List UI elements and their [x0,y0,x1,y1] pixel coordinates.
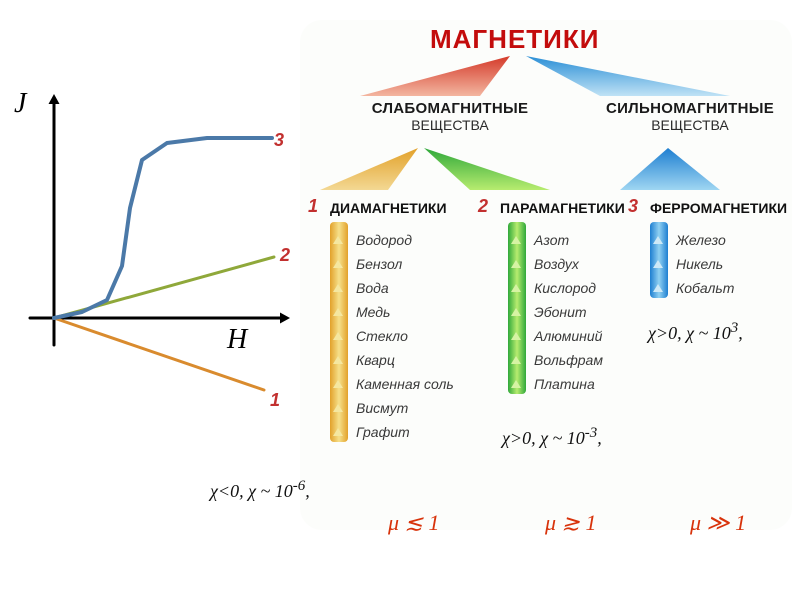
para-chi-formula: χ>0, χ ~ 10-3, [502,425,602,449]
ferro-item: Никель [676,254,723,276]
para-mu: μ ≳ 1 [545,510,596,536]
curve-label-1: 1 [270,390,280,411]
y-axis-label: J [14,88,26,120]
dia-item: Водород [356,230,412,252]
branch-title: СИЛЬНОМАГНИТНЫЕ [600,100,780,117]
bullet-icon [511,380,521,388]
category-number-2: 2 [478,196,488,217]
branch-subtitle: ВЕЩЕСТВА [360,117,540,133]
category-number-3: 3 [628,196,638,217]
dia-chi-formula: χ<0, χ ~ 10-6, [210,478,310,502]
branch-strong: СИЛЬНОМАГНИТНЫЕВЕЩЕСТВА [600,100,780,133]
para-item: Кислород [534,278,596,300]
branch-subtitle: ВЕЩЕСТВА [600,117,780,133]
dia-item: Графит [356,422,410,444]
dia-mu: μ ≲ 1 [388,510,439,536]
magnetization-chart [12,90,297,400]
bullet-icon [333,236,343,244]
dia-item: Бензол [356,254,402,276]
dia-item: Висмут [356,398,408,420]
bullet-icon [333,308,343,316]
dia-item: Кварц [356,350,395,372]
dia-item: Медь [356,302,390,324]
ferro-item: Железо [676,230,726,252]
category-label-1: ДИАМАГНЕТИКИ [330,200,447,216]
x-axis-label: H [227,324,247,356]
dia-item: Стекло [356,326,408,348]
branch-title: СЛАБОМАГНИТНЫЕ [360,100,540,117]
category-number-1: 1 [308,196,318,217]
bullet-icon [511,284,521,292]
bullet-icon [511,332,521,340]
bullet-icon [653,236,663,244]
para-item: Платина [534,374,595,396]
curve-label-3: 3 [274,130,284,151]
dia-item: Вода [356,278,389,300]
bullet-icon [333,284,343,292]
bullet-icon [333,356,343,364]
bullet-icon [333,260,343,268]
bullet-icon [511,260,521,268]
ferro-item: Кобальт [676,278,734,300]
stage: JH321МАГНЕТИКИСЛАБОМАГНИТНЫЕВЕЩЕСТВАСИЛЬ… [0,0,800,600]
para-item: Азот [534,230,569,252]
bullet-icon [653,284,663,292]
category-label-3: ФЕРРОМАГНЕТИКИ [650,200,787,216]
ferro-mu: μ ≫ 1 [690,510,746,536]
bullet-icon [333,428,343,436]
bullet-icon [333,404,343,412]
ferro-chi-formula: χ>0, χ ~ 103, [648,320,743,344]
hierarchy-arrows [300,48,800,218]
category-label-2: ПАРАМАГНЕТИКИ [500,200,625,216]
bullet-icon [511,356,521,364]
para-item: Вольфрам [534,350,603,372]
bullet-icon [333,380,343,388]
para-item: Воздух [534,254,579,276]
bullet-icon [653,260,663,268]
bullet-icon [511,308,521,316]
para-item: Алюминий [534,326,602,348]
bullet-icon [333,332,343,340]
para-item: Эбонит [534,302,587,324]
curve-label-2: 2 [280,245,290,266]
branch-weak: СЛАБОМАГНИТНЫЕВЕЩЕСТВА [360,100,540,133]
dia-item: Каменная соль [356,374,454,396]
bullet-icon [511,236,521,244]
